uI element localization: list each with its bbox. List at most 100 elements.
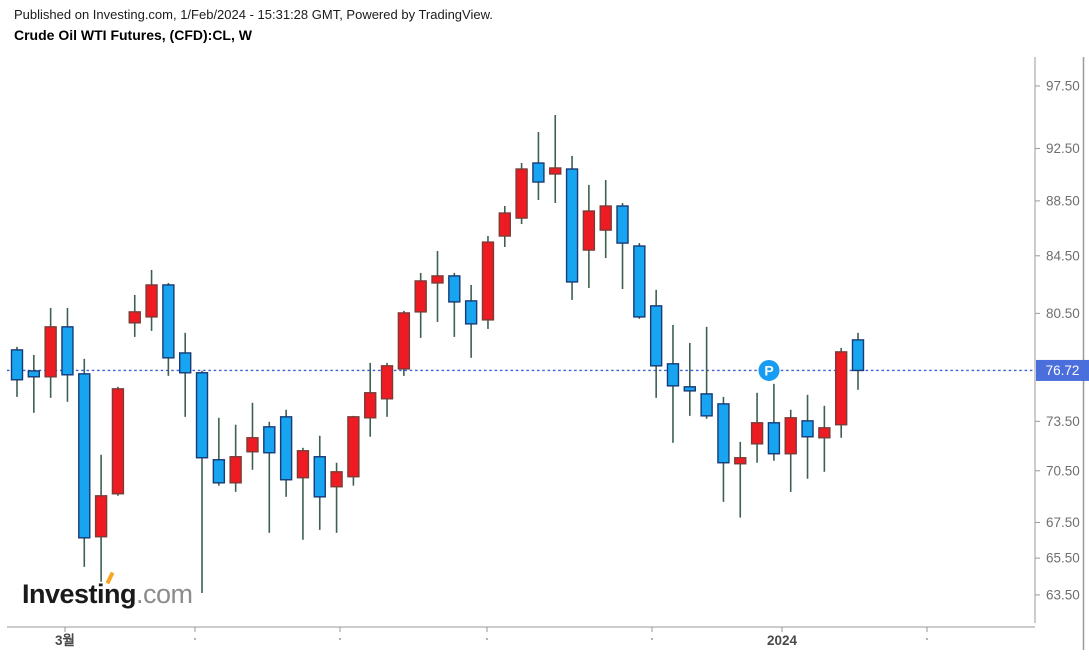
- x-tick-label: 3월: [55, 632, 75, 648]
- current-price-value: 76.72: [1046, 363, 1080, 378]
- candle: [61, 307, 74, 402]
- y-tick-label: 97.50: [1046, 78, 1080, 93]
- candle: [700, 326, 713, 419]
- candle: [313, 435, 326, 530]
- candle: [128, 294, 141, 337]
- candle: [229, 424, 242, 492]
- candle: [616, 203, 629, 289]
- current-price-label-bg: [1036, 359, 1089, 381]
- candle: [296, 447, 310, 540]
- y-tick-label: 67.50: [1046, 515, 1080, 530]
- candle: [784, 409, 797, 492]
- logo-brand-text: Investing: [22, 571, 137, 609]
- candle: [78, 358, 91, 567]
- candle-body-down: [666, 363, 680, 387]
- y-tick-label: 84.50: [1046, 248, 1080, 263]
- candle: [515, 163, 528, 225]
- candle-body-down: [448, 275, 461, 303]
- candle: [649, 289, 663, 398]
- candle-body-up: [734, 457, 747, 465]
- y-tick-label: 88.50: [1046, 193, 1080, 208]
- candle-body-down: [700, 393, 713, 417]
- candle: [666, 324, 680, 443]
- candle-body-down: [27, 370, 41, 378]
- candle-body-up: [397, 312, 411, 370]
- candles-group: [10, 115, 865, 594]
- candle-body-up: [347, 416, 360, 478]
- candle: [818, 405, 831, 472]
- candle: [750, 392, 764, 463]
- candle-body-down: [851, 339, 865, 372]
- candle-body-down: [649, 305, 663, 367]
- candle: [767, 383, 781, 461]
- x-tick-label: 2024: [767, 633, 798, 648]
- candle-body-up: [515, 168, 528, 219]
- candle-body-up: [229, 456, 242, 484]
- candle-body-up: [599, 205, 612, 231]
- candle-body-up: [818, 427, 831, 439]
- x-axis[interactable]: 3월 2024: [7, 626, 1035, 648]
- candle: [734, 441, 747, 518]
- candle: [414, 272, 427, 338]
- candle-body-up: [330, 471, 343, 488]
- candle-body-down: [162, 284, 175, 359]
- candle: [565, 155, 579, 300]
- candle: [347, 415, 360, 486]
- candle: [111, 386, 125, 496]
- candle-body-down: [683, 386, 696, 392]
- candle-body-up: [784, 417, 797, 455]
- candle-body-up: [431, 275, 444, 284]
- candle: [448, 272, 461, 337]
- candle: [330, 462, 343, 533]
- candle-body-down: [10, 349, 24, 381]
- candle: [633, 243, 646, 319]
- candle: [801, 394, 814, 479]
- candle: [599, 180, 612, 259]
- candle-body-down: [616, 205, 629, 244]
- candle-body-up: [834, 351, 848, 426]
- candle-body-up: [380, 365, 394, 400]
- candle-body-down: [195, 372, 209, 459]
- candle-body-up: [128, 311, 141, 324]
- p-marker[interactable]: P: [758, 359, 780, 381]
- candle: [279, 409, 293, 497]
- published-caption: Published on Investing.com, 1/Feb/2024 -…: [14, 7, 493, 22]
- candle-body-down: [532, 162, 545, 183]
- y-tick-label: 63.50: [1046, 587, 1080, 602]
- candle: [364, 362, 377, 437]
- candle: [498, 206, 511, 247]
- candle-body-down: [263, 426, 276, 454]
- candle: [94, 454, 108, 582]
- candle: [834, 347, 848, 438]
- candle: [44, 307, 57, 398]
- y-tick-label: 92.50: [1046, 141, 1080, 156]
- candle-body-up: [498, 212, 511, 237]
- y-axis[interactable]: 97.50 92.50 88.50 84.50 80.50 73.50 70.50 67.50…: [1034, 57, 1085, 650]
- candle-body-down: [464, 300, 478, 325]
- candle-body-down: [178, 352, 192, 374]
- candle: [851, 332, 865, 390]
- candle-body-down: [801, 420, 814, 438]
- candle-body-up: [364, 392, 377, 419]
- p-marker-label: P: [764, 362, 773, 378]
- x-tick-minor-dot: [926, 638, 928, 640]
- candle-body-down: [279, 416, 293, 481]
- candle-body-down: [78, 373, 91, 539]
- y-tick-label: 65.50: [1046, 551, 1080, 566]
- candle-body-up: [582, 210, 596, 251]
- candle-body-down: [633, 245, 646, 318]
- p-marker-circle[interactable]: [758, 359, 780, 381]
- candle: [162, 282, 175, 376]
- candle: [481, 236, 495, 329]
- candle-body-up: [296, 450, 310, 479]
- current-price-label: 76.72: [1036, 359, 1089, 381]
- candle: [532, 131, 545, 200]
- candle: [178, 332, 192, 417]
- candle-body-down: [565, 168, 579, 283]
- candle: [195, 370, 209, 594]
- candle-body-down: [717, 403, 730, 464]
- investing-logo: Investing .com: [22, 571, 193, 609]
- candle: [10, 346, 24, 397]
